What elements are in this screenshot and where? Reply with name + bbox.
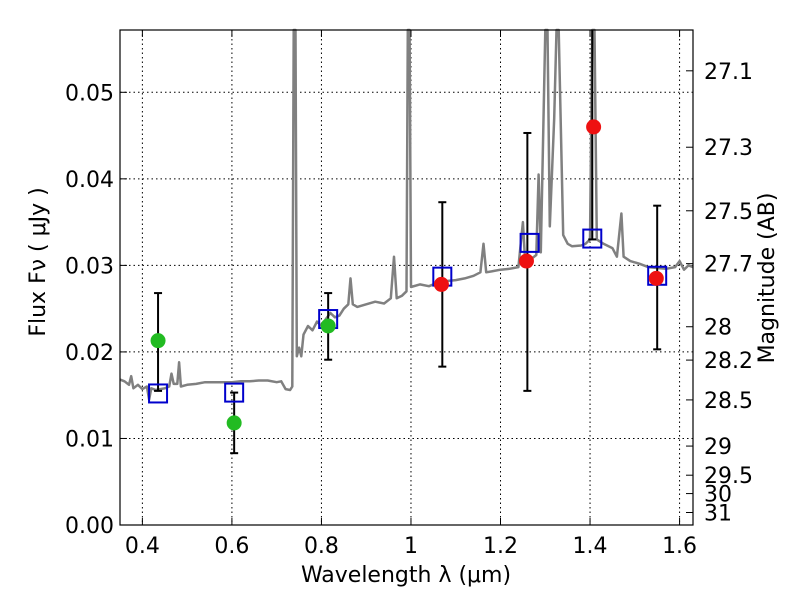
right-tick-label: 29.5 — [704, 464, 753, 489]
spectrum-layer — [119, 28, 694, 401]
x-tick-label: 1 — [404, 534, 418, 559]
y-axis-left-title: Flux Fν ( μJy ) — [26, 187, 51, 336]
x-axis: 0.4 0.6 0.8 1 1.2 1.4 1.6 — [125, 30, 697, 559]
y-tick-label: 0.04 — [65, 168, 114, 193]
model-square — [224, 382, 245, 403]
data-point — [586, 119, 602, 135]
data-point — [320, 318, 336, 334]
data-point — [433, 276, 449, 292]
y-axis-right-title: Magnitude (AB) — [755, 193, 780, 364]
spectrum-line — [119, 28, 694, 401]
x-tick-label: 1.6 — [662, 534, 697, 559]
x-tick-label: 1.4 — [573, 534, 608, 559]
right-tick-label: 27.1 — [704, 60, 753, 85]
data-point — [648, 270, 664, 286]
y-tick-label: 0.03 — [65, 254, 114, 279]
model-square — [519, 232, 540, 253]
y-tick-label: 0.01 — [65, 427, 114, 452]
plot-frame — [119, 29, 694, 526]
x-tick-label: 0.4 — [125, 534, 160, 559]
right-tick-label: 27.5 — [704, 200, 753, 225]
data-points — [150, 119, 664, 431]
x-tick-label: 0.6 — [214, 534, 249, 559]
model-square — [582, 228, 603, 249]
y-tick-label: 0.05 — [65, 81, 114, 106]
x-tick-label: 1.2 — [483, 534, 518, 559]
y-tick-label: 0.00 — [65, 514, 114, 539]
x-axis-title: Wavelength λ (μm) — [301, 563, 511, 588]
right-tick-label: 29 — [704, 435, 732, 460]
right-tick-label: 28.5 — [704, 389, 753, 414]
data-point — [150, 333, 166, 349]
x-tick-label: 0.8 — [304, 534, 339, 559]
right-tick-label: 28.2 — [704, 349, 753, 374]
model-square — [148, 383, 169, 404]
y-axis-left: 0.00 0.01 0.02 0.03 0.04 0.05 — [65, 81, 127, 539]
right-tick-label: 27.7 — [704, 253, 753, 278]
right-tick-label: 31 — [704, 501, 732, 526]
right-tick-label: 30 — [704, 483, 732, 508]
right-tick-label: 28 — [704, 316, 732, 341]
data-point — [518, 253, 534, 269]
right-tick-label: 27.3 — [704, 136, 753, 161]
y-tick-label: 0.02 — [65, 341, 114, 366]
data-point — [226, 415, 242, 431]
